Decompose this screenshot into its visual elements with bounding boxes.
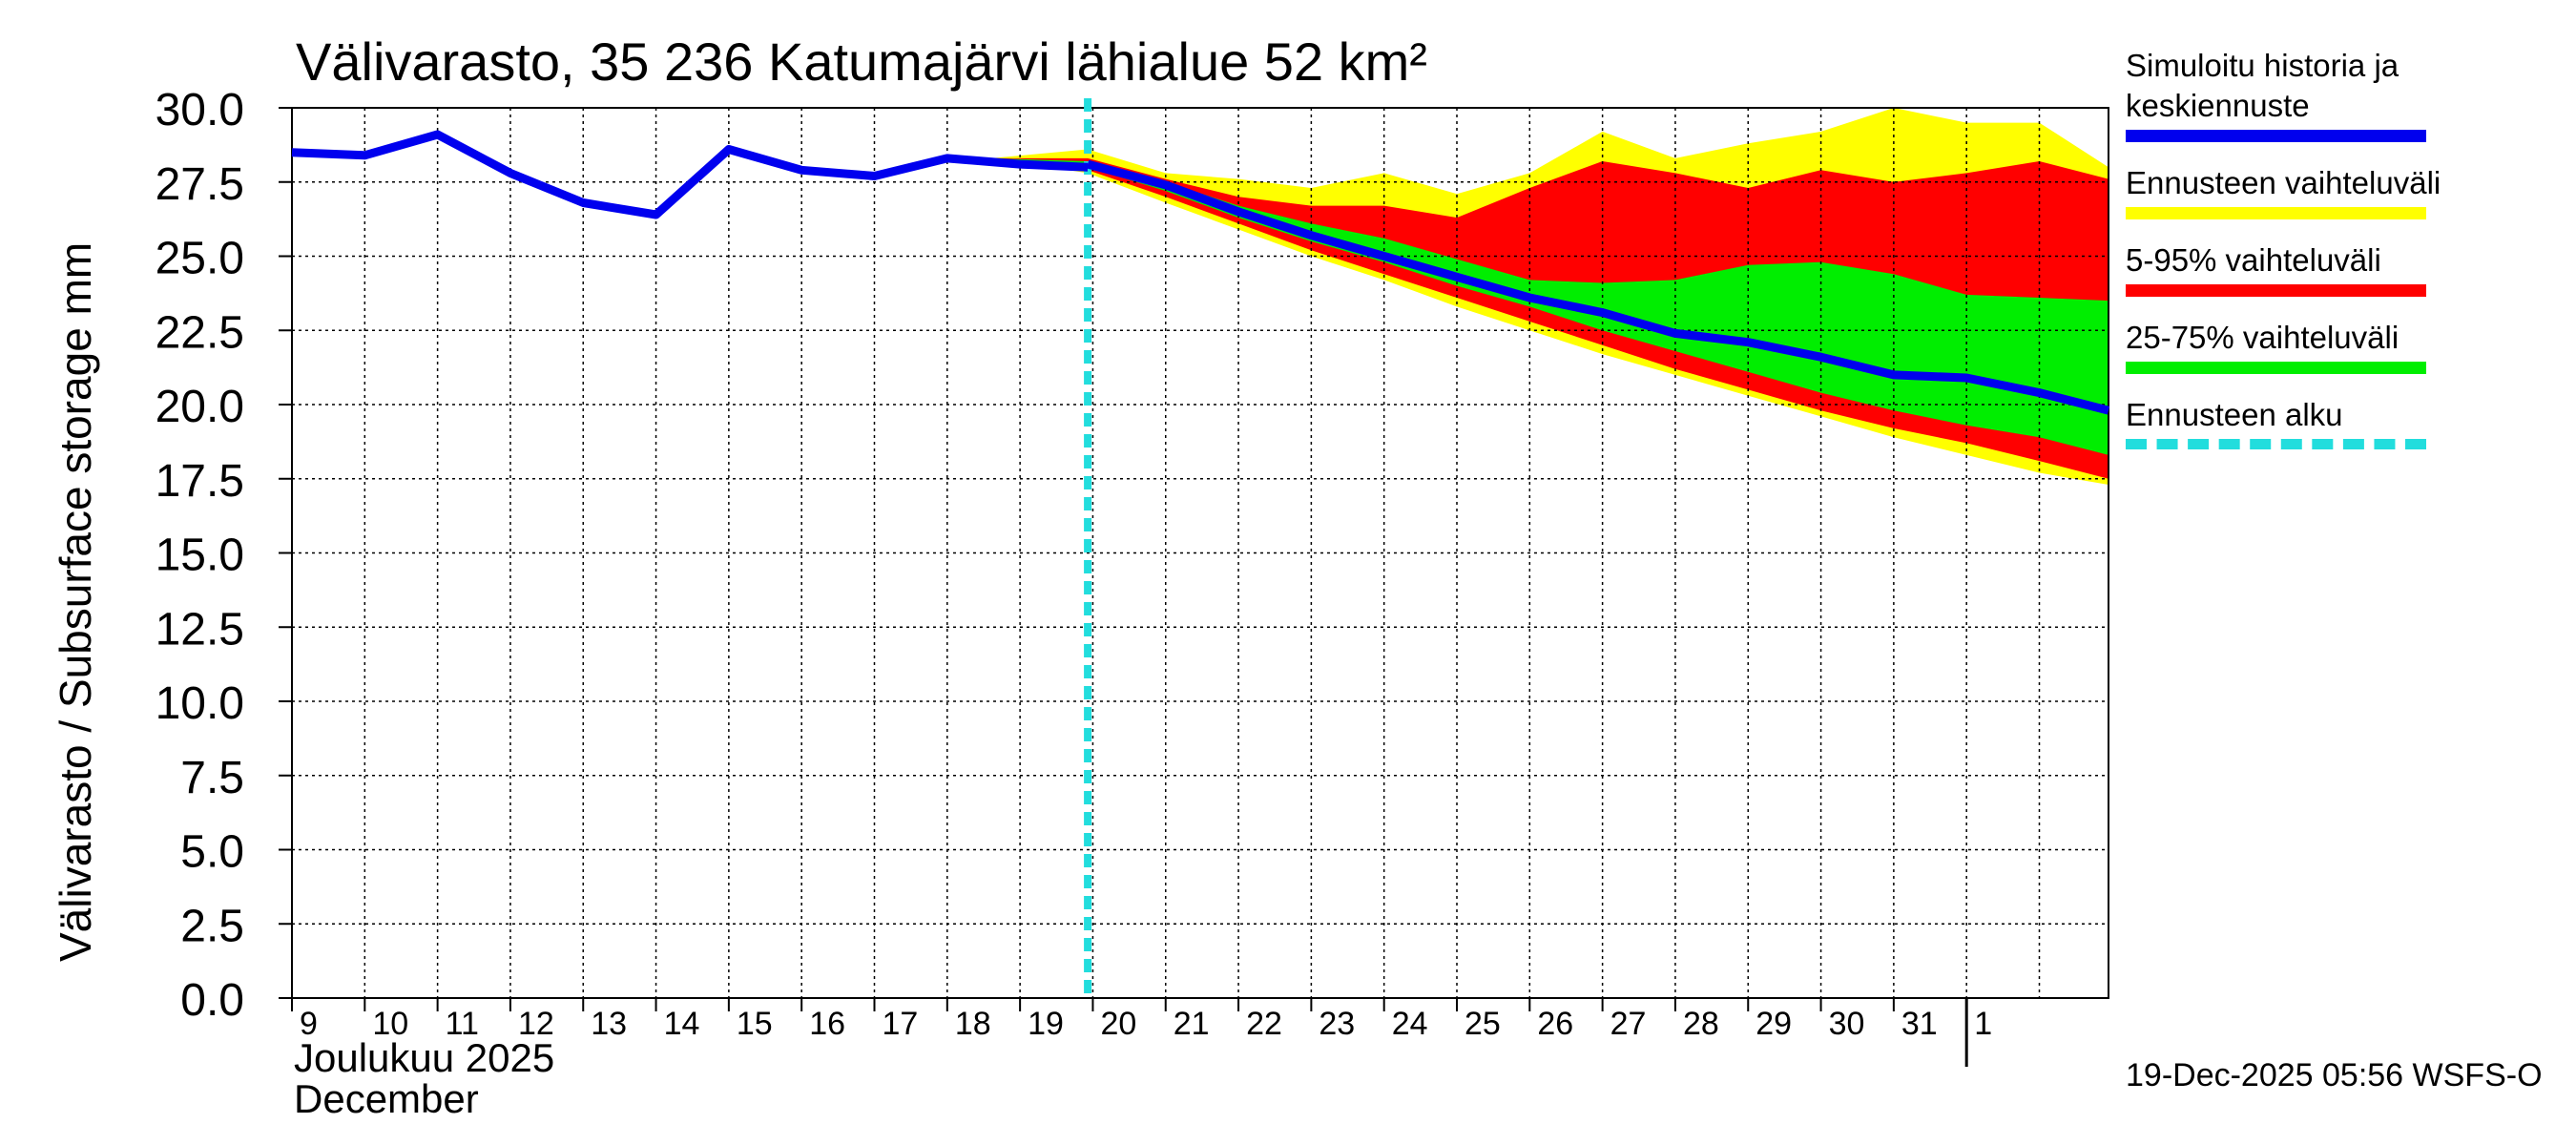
x-tick-label: 14 (664, 1006, 700, 1042)
legend: Simuloitu historia ja keskiennuste Ennus… (2126, 46, 2545, 470)
y-tick-label: 0.0 (180, 975, 244, 1026)
y-tick-label: 10.0 (156, 678, 244, 729)
x-tick-label: 28 (1683, 1006, 1719, 1042)
y-tick-label: 27.5 (156, 159, 244, 210)
timestamp-footer: 19-Dec-2025 05:56 WSFS-O (2126, 1057, 2543, 1093)
x-tick-label: 26 (1537, 1006, 1573, 1042)
legend-label: Ennusteen vaihteluväli (2126, 165, 2441, 200)
history-line (291, 130, 1089, 219)
chart-title: Välivarasto, 35 236 Katumajärvi lähialue… (296, 31, 1427, 92)
x-tick-label: 13 (591, 1006, 627, 1042)
x-tick-label: 17 (883, 1006, 919, 1042)
legend-label: Ennusteen alku (2126, 397, 2343, 432)
y-tick-label: 17.5 (156, 456, 244, 507)
legend-label: 5-95% vaihteluväli (2126, 242, 2381, 278)
y-tick-label: 2.5 (180, 901, 244, 951)
y-tick-label: 12.5 (156, 604, 244, 655)
y-axis-label: Välivarasto / Subsurface storage mm (51, 241, 100, 962)
legend-label: Simuloitu historia ja keskiennuste (2126, 48, 2399, 123)
y-tick-label: 5.0 (180, 827, 244, 878)
x-tick-label: 12 (518, 1006, 554, 1042)
x-tick-label: 25 (1465, 1006, 1501, 1042)
y-tick-label: 15.0 (156, 531, 244, 581)
x-tick-label: 27 (1610, 1006, 1647, 1042)
x-tick-label: 29 (1755, 1006, 1792, 1042)
x-tick-label: 31 (1901, 1006, 1938, 1042)
x-tick-label: 16 (809, 1006, 845, 1042)
x-tick-label: 22 (1246, 1006, 1282, 1042)
legend-item-history: Simuloitu historia ja keskiennuste (2126, 46, 2545, 142)
band-25-75 (990, 157, 2109, 455)
x-tick-label: 19 (1028, 1006, 1064, 1042)
y-tick-label: 7.5 (180, 753, 244, 803)
x-tick-label: 11 (446, 1006, 479, 1042)
x-tick-label: 20 (1100, 1006, 1136, 1042)
y-tick-label: 22.5 (156, 307, 244, 358)
legend-item-forecast-start: Ennusteen alku (2126, 395, 2545, 449)
x-tick-label: 9 (300, 1006, 318, 1042)
y-tick-label: 20.0 (156, 382, 244, 432)
x-tick-label: 21 (1174, 1006, 1210, 1042)
legend-label: 25-75% vaihteluväli (2126, 320, 2399, 355)
x-tick-label: 23 (1319, 1006, 1355, 1042)
band-5-95 (990, 157, 2109, 479)
legend-swatch-5-95 (2126, 284, 2426, 297)
legend-swatch-forecast-start (2126, 439, 2426, 449)
legend-swatch-full-range (2126, 207, 2426, 219)
x-axis-month-fi: Joulukuu 2025 (294, 1035, 555, 1080)
legend-item-full-range: Ennusteen vaihteluväli (2126, 163, 2545, 219)
x-tick-label: 10 (372, 1006, 408, 1042)
legend-swatch-25-75 (2126, 362, 2426, 374)
legend-item-5-95: 5-95% vaihteluväli (2126, 240, 2545, 297)
y-tick-label: 25.0 (156, 234, 244, 284)
y-tick-label: 30.0 (156, 85, 244, 135)
x-tick-label: 1 (1974, 1006, 1992, 1042)
legend-item-25-75: 25-75% vaihteluväli (2126, 318, 2545, 374)
x-tick-label: 24 (1392, 1006, 1428, 1042)
x-tick-label: 30 (1829, 1006, 1865, 1042)
x-axis-month-en: December (294, 1076, 479, 1121)
median-forecast-line (1086, 159, 2110, 415)
legend-swatch-history (2126, 130, 2426, 142)
x-tick-label: 15 (737, 1006, 773, 1042)
x-tick-label: 18 (955, 1006, 991, 1042)
